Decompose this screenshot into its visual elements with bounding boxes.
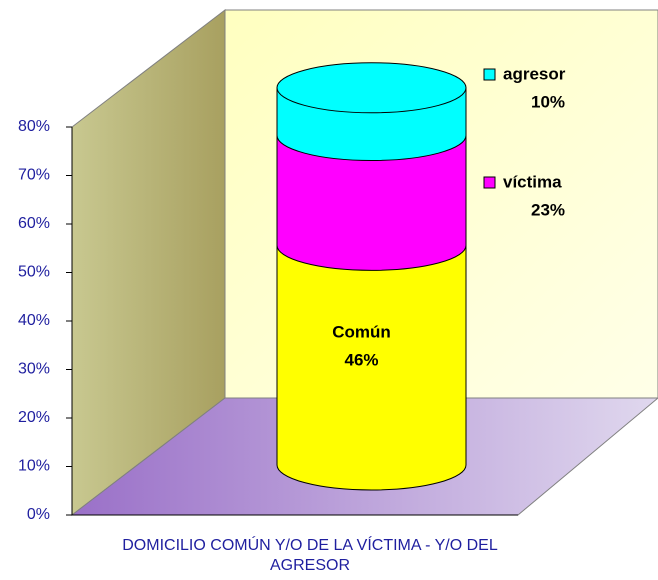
x-tick-label: DOMICILIO COMÚN Y/O DE LA VÍCTIMA - Y/O …	[122, 537, 498, 574]
y-tick-label: 70%	[18, 167, 50, 184]
legend-swatch	[483, 176, 496, 189]
value-label: 23%	[531, 200, 565, 219]
segment-name: Común	[332, 323, 391, 342]
cylinder-segment	[276, 244, 467, 491]
legend-label: agresor	[503, 64, 566, 83]
y-tick-label: 0%	[27, 506, 50, 523]
value-label: 46%	[344, 351, 378, 370]
legend-label: víctima	[503, 172, 562, 191]
y-tick-label: 10%	[18, 458, 50, 475]
y-tick-label: 80%	[18, 118, 50, 135]
value-label: 10%	[531, 92, 565, 111]
cylinder-segment	[276, 135, 467, 271]
y-tick-label: 30%	[18, 361, 50, 378]
legend-swatch	[483, 68, 496, 81]
y-tick-label: 50%	[18, 264, 50, 281]
y-tick-label: 20%	[18, 409, 50, 426]
y-tick-label: 60%	[18, 215, 50, 232]
y-tick-label: 40%	[18, 312, 50, 329]
cylinder-top	[276, 62, 467, 114]
